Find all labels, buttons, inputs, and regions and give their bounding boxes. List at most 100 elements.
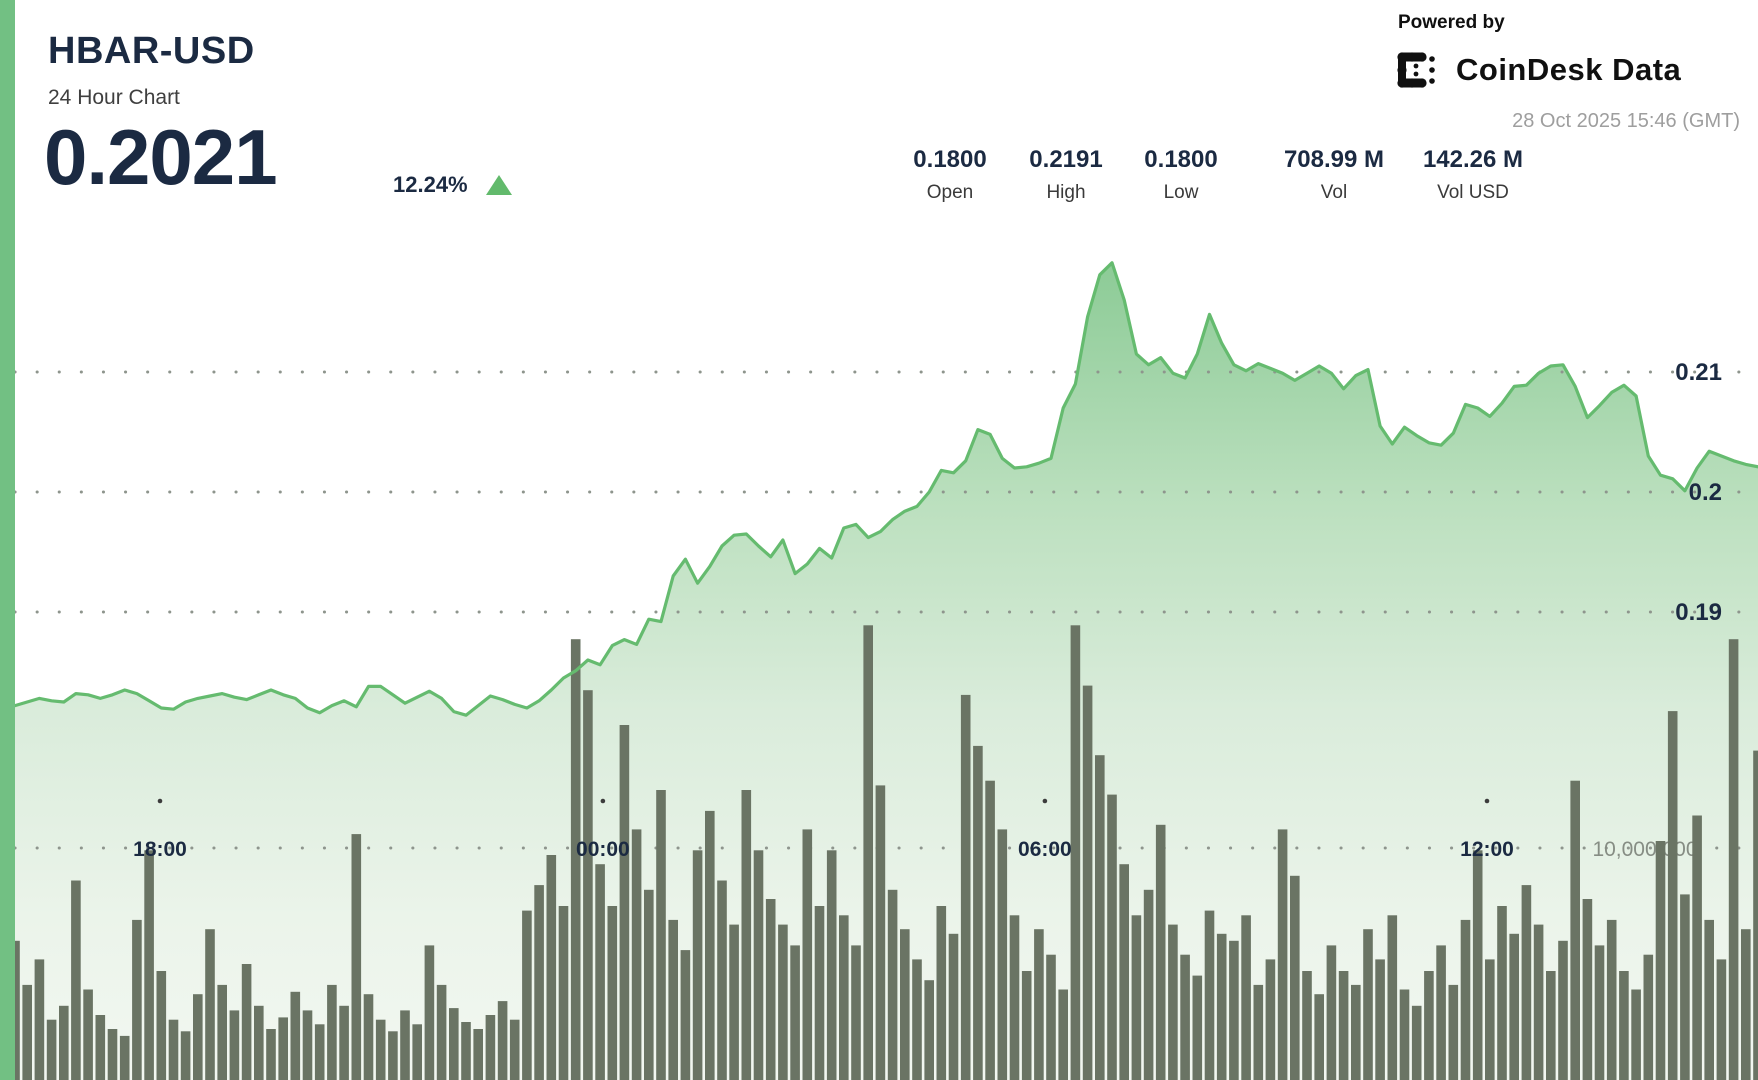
volume-bar [1594,945,1605,1080]
volume-bar [802,829,813,1080]
volume-bar [1265,959,1276,1080]
volume-bar [497,1001,508,1080]
volume-bar [22,984,32,1080]
volume-bar [10,940,20,1080]
volume-bar [1424,971,1434,1080]
volume-bar [1192,975,1203,1080]
volume-bar [1704,919,1714,1080]
stat-label: Vol [1320,182,1348,203]
volume-bar [1485,959,1495,1080]
volume-bar [1241,915,1251,1080]
volume-bar [1009,915,1020,1080]
volume-bar [193,994,203,1080]
volume-bar [741,790,752,1080]
volume-bar [960,694,971,1080]
volume-axis-label: 10,000,000 [1592,838,1697,861]
volume-bar [46,1019,57,1080]
price-line [13,261,1758,717]
volume-bar [1107,794,1117,1080]
volume-bar [302,1010,313,1080]
time-tick-dot [1042,798,1048,804]
volume-bar [1411,1005,1422,1080]
volume-bar [1680,894,1690,1080]
volume-bar [1058,989,1068,1080]
stat-value: 708.99 M [1283,146,1385,173]
volume-bar [1131,915,1142,1080]
volume-bar [205,929,215,1080]
volume-bar [1570,780,1580,1080]
stat-vol: 708.99 M Vol [1259,146,1409,204]
volume-bar [1070,625,1081,1080]
volume-bar [1631,989,1641,1080]
stat-low: 0.1800 Low [1106,146,1256,204]
volume-bar [351,834,362,1080]
volume-bar [1375,959,1385,1080]
volume-bar [436,984,447,1080]
volume-bar [1509,933,1519,1080]
stat-value: 142.26 M [1422,146,1524,173]
volume-bar [778,924,788,1080]
volume-bar [1095,755,1105,1080]
volume-bar [692,850,703,1080]
volume-bar [595,864,605,1080]
symbol-title: HBAR-USD [48,30,255,72]
volume-bar [887,889,898,1080]
volume-bar [1436,945,1446,1080]
volume-bar [1741,929,1751,1080]
volume-bar [180,1031,191,1080]
volume-bar [1253,984,1264,1080]
volume-bar [851,945,861,1080]
volume-bar [1119,864,1129,1080]
volume-bar [1021,971,1032,1080]
time-tick-dot [1484,798,1490,804]
volume-bar [1619,971,1629,1080]
volume-bar [509,1019,520,1080]
volume-bar [717,880,727,1080]
volume-bar [1314,994,1324,1080]
volume-bar [461,1022,471,1080]
volume-bar [290,991,301,1080]
volume-bar [668,919,678,1080]
volume-bar [485,1015,496,1080]
stat-open: 0.1800 Open [875,146,1025,204]
volume-bar [1351,984,1361,1080]
volume-bar [863,625,873,1080]
volume-bar [583,690,593,1080]
volume-bar [570,639,581,1080]
volume-bar [1143,889,1154,1080]
volume-bar [424,945,435,1080]
stat-label: Vol USD [1437,182,1509,203]
volume-bar [412,1024,422,1080]
volume-bar [388,1031,398,1080]
volume-bar [266,1029,276,1080]
powered-by-label: Powered by [1398,12,1505,33]
volume-bar [912,959,922,1080]
timestamp: 28 Oct 2025 15:46 (GMT) [1512,110,1740,132]
volume-bar [875,785,886,1080]
volume-bar [363,994,374,1080]
volume-bar [1216,933,1227,1080]
volume-bar [1582,899,1593,1080]
volume-bar [339,1005,349,1080]
volume-bar [607,906,618,1080]
volume-bar [1180,954,1190,1080]
volume-bar [229,1010,240,1080]
volume-bar [1472,850,1483,1080]
time-tick-label: 00:00 [576,838,630,861]
volume-bar [839,915,849,1080]
volume-bar [1643,954,1654,1080]
volume-bar [83,989,93,1080]
volume-bar [1655,841,1666,1080]
volume-bar [1204,910,1215,1080]
volume-bar [1338,971,1349,1080]
price-change-badge: 12.24% [393,172,512,198]
volume-bar [1034,929,1044,1080]
volume-bar [473,1029,483,1080]
volume-bar [1546,971,1556,1080]
volume-bar [34,959,45,1080]
volume-bar [1046,954,1056,1080]
time-tick-label: 06:00 [1018,838,1072,861]
stat-value: 0.1800 [913,146,987,173]
volume-bar [985,780,995,1080]
